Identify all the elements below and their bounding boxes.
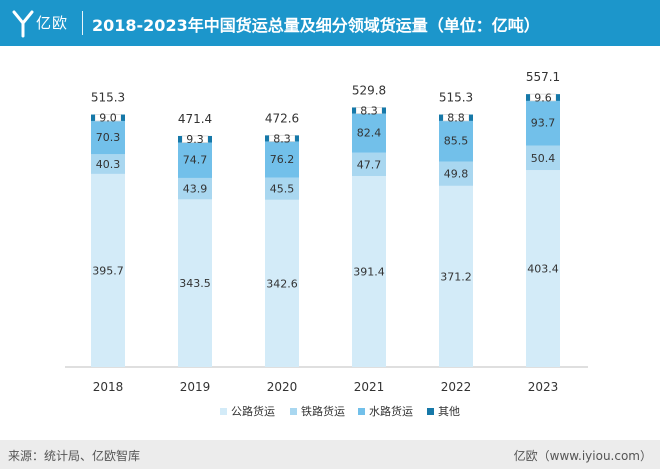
bar-segment-2018-s1: [91, 154, 125, 174]
total-label-2021: 529.8: [352, 83, 386, 97]
x-tick-label-2020: 2020: [267, 380, 298, 394]
other-marker-right-2019: [208, 135, 212, 143]
other-marker-right-2022: [469, 114, 473, 121]
segment-label-2019-s1: 43.9: [183, 183, 208, 196]
segment-label-2018-s1: 40.3: [96, 158, 121, 171]
segment-label-2023-s0: 403.4: [527, 263, 559, 276]
segment-label-2021-s0: 391.4: [353, 265, 385, 278]
legend-swatch-2: [358, 408, 365, 415]
segment-label-2020-s1: 45.5: [270, 183, 295, 196]
legend-swatch-1: [290, 408, 297, 415]
other-marker-right-2023: [556, 94, 560, 101]
bar-segment-2023-s2: [526, 99, 560, 146]
other-marker-right-2018: [121, 114, 125, 121]
legend-label-2: 水路货运: [369, 404, 413, 418]
segment-label-2023-s2: 93.7: [531, 117, 556, 130]
chart-title: 2018-2023年中国货运总量及细分领域货运量（单位：亿吨）: [92, 16, 540, 35]
other-value-label-2019: 9.3: [186, 133, 204, 146]
segment-label-2023-s1: 50.4: [531, 152, 556, 165]
bar-segment-2022-s1: [439, 161, 473, 186]
other-marker-left-2019: [178, 135, 182, 143]
header-divider: [82, 11, 83, 35]
total-label-2018: 515.3: [91, 91, 125, 105]
bar-segment-2021-s1: [352, 152, 386, 176]
bar-segment-2022-s2: [439, 119, 473, 162]
segment-label-2022-s1: 49.8: [444, 168, 469, 181]
legend-label-3: 其他: [438, 405, 460, 418]
segment-label-2019-s0: 343.5: [179, 277, 211, 290]
other-value-label-2018: 9.0: [99, 112, 117, 125]
segment-label-2020-s0: 342.6: [266, 277, 298, 290]
footer-bar: 来源：统计局、亿欧智库 亿欧（www.iyiou.com）: [0, 440, 660, 469]
bar-segment-2019-s2: [178, 141, 212, 178]
other-marker-right-2021: [382, 107, 386, 114]
x-tick-label-2022: 2022: [441, 380, 472, 394]
x-tick-label-2018: 2018: [93, 380, 124, 394]
header-bar: 亿欧 2018-2023年中国货运总量及细分领域货运量（单位：亿吨）: [0, 0, 660, 46]
total-label-2023: 557.1: [526, 70, 560, 84]
other-marker-left-2018: [91, 114, 95, 121]
segment-label-2020-s2: 76.2: [270, 153, 295, 166]
source-text: 来源：统计局、亿欧智库: [8, 449, 141, 463]
other-marker-left-2022: [439, 114, 443, 121]
bar-segment-2021-s0: [352, 175, 386, 367]
other-marker-left-2023: [526, 94, 530, 101]
x-tick-label-2021: 2021: [354, 380, 385, 394]
other-marker-left-2020: [265, 135, 269, 142]
legend-label-0: 公路货运: [231, 404, 275, 418]
bar-segment-2018-s2: [91, 119, 125, 155]
bar-segment-2023-s1: [526, 145, 560, 171]
other-marker-left-2021: [352, 107, 356, 114]
other-value-label-2022: 8.8: [447, 112, 465, 125]
segment-label-2022-s0: 371.2: [440, 270, 472, 283]
bar-segment-2021-s2: [352, 112, 386, 153]
legend-label-1: 铁路货运: [301, 404, 345, 418]
bar-segment-2022-s0: [439, 185, 473, 367]
bar-segment-2020-s0: [265, 199, 299, 367]
stacked-bar-chart: 395.740.370.39.09.0515.32018343.543.974.…: [65, 70, 588, 418]
total-label-2020: 472.6: [265, 111, 299, 125]
brand-text: 亿欧（www.iyiou.com）: [513, 449, 652, 463]
other-value-label-2023: 9.6: [534, 91, 552, 104]
total-label-2019: 471.4: [178, 112, 212, 126]
other-value-label-2020: 8.3: [273, 132, 291, 145]
segment-label-2018-s0: 395.7: [92, 264, 124, 277]
logo-text: 亿欧: [36, 14, 69, 32]
yiou-logo-icon: [12, 10, 34, 38]
bar-segment-2019-s1: [178, 177, 212, 200]
other-value-label-2021: 8.3: [360, 104, 378, 117]
x-tick-label-2019: 2019: [180, 380, 211, 394]
segment-label-2018-s2: 70.3: [96, 131, 121, 144]
bar-segment-2018-s0: [91, 173, 125, 367]
segment-label-2021-s2: 82.4: [357, 127, 382, 140]
total-label-2022: 515.3: [439, 91, 473, 105]
segment-label-2021-s1: 47.7: [357, 158, 382, 171]
bar-segment-2020-s2: [265, 140, 299, 178]
legend-swatch-3: [427, 408, 434, 415]
segment-label-2019-s2: 74.7: [183, 154, 208, 167]
other-marker-right-2020: [295, 135, 299, 142]
legend-swatch-0: [220, 408, 227, 415]
bar-segment-2023-s0: [526, 170, 560, 367]
segment-label-2022-s2: 85.5: [444, 135, 469, 148]
x-tick-label-2023: 2023: [528, 380, 559, 394]
bar-segment-2020-s1: [265, 177, 299, 200]
bar-segment-2019-s0: [178, 199, 212, 367]
